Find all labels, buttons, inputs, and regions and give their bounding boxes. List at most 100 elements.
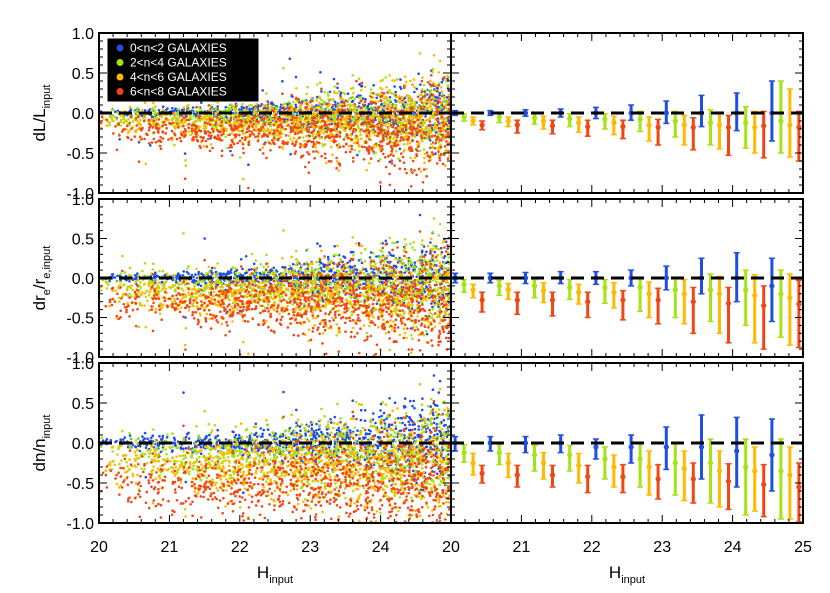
median-point [531, 115, 538, 121]
scatter-point [434, 104, 437, 107]
scatter-point [194, 279, 198, 283]
scatter-point [177, 272, 180, 275]
scatter-point [205, 145, 209, 148]
scatter-point [261, 109, 264, 112]
scatter-point [334, 278, 338, 281]
scatter-point [303, 262, 306, 266]
scatter-point [240, 125, 244, 128]
scatter-point [159, 115, 163, 118]
median-point [655, 124, 661, 130]
scatter-point [437, 153, 441, 157]
scatter-point [402, 143, 406, 146]
scatter-point [296, 97, 300, 101]
scatter-point [437, 122, 441, 125]
scatter-point [429, 88, 433, 92]
scatter-point [348, 117, 351, 121]
scatter-point [207, 104, 211, 107]
scatter-point [312, 116, 316, 119]
scatter-point [355, 79, 358, 83]
scatter-point [253, 275, 256, 279]
scatter-point [303, 165, 307, 169]
scatter-point [431, 305, 434, 309]
scatter-point [185, 118, 189, 122]
scatter-point [253, 110, 256, 113]
scatter-point [421, 249, 424, 253]
scatter-point [316, 111, 319, 114]
scatter-point [323, 124, 326, 127]
scatter-point [359, 137, 363, 140]
scatter-point [436, 113, 440, 116]
scatter-point [389, 153, 392, 157]
scatter-point [247, 163, 250, 166]
scatter-point [430, 134, 434, 138]
scatter-point [180, 134, 184, 137]
scatter-point [363, 85, 367, 89]
median-point [725, 124, 732, 130]
scatter-point [151, 126, 155, 129]
scatter-point [281, 80, 284, 83]
scatter-point [245, 107, 249, 110]
scatter-point [266, 107, 270, 110]
scatter-point [428, 120, 432, 123]
scatter-point [351, 160, 355, 163]
scatter-point [422, 148, 426, 151]
scatter-point [233, 113, 237, 116]
scatter-point [277, 117, 280, 120]
scatter-point [362, 129, 366, 133]
scatter-point [417, 108, 421, 111]
scatter-point [136, 119, 139, 123]
scatter-point [402, 116, 405, 119]
scatter-point [319, 126, 322, 130]
scatter-point [405, 171, 408, 175]
scatter-point [235, 127, 238, 131]
scatter-point [410, 128, 413, 132]
scatter-point [396, 124, 400, 128]
scatter-point [326, 126, 330, 130]
scatter-point [398, 127, 402, 130]
scatter-point [408, 103, 412, 106]
scatter-point [284, 115, 288, 118]
scatter-point [111, 273, 115, 276]
scatter-point [229, 149, 232, 153]
scatter-point [322, 108, 326, 112]
scatter-point [388, 96, 392, 99]
median-point [637, 116, 643, 122]
scatter-point [438, 97, 442, 100]
scatter-point [188, 116, 192, 119]
scatter-point [305, 92, 309, 96]
scatter-point [238, 156, 242, 159]
scatter-point [434, 141, 438, 145]
scatter-point [333, 126, 337, 129]
scatter-point [155, 111, 159, 115]
scatter-point [341, 260, 344, 264]
scatter-point [291, 140, 295, 143]
scatter-point [281, 265, 284, 269]
scatter-point [392, 264, 396, 268]
scatter-point [326, 119, 330, 122]
scatter-point [147, 129, 151, 132]
scatter-point [402, 98, 406, 101]
scatter-point [161, 105, 165, 108]
scatter-point [398, 117, 401, 121]
scatter-point [387, 122, 391, 126]
scatter-point [354, 116, 358, 120]
scatter-point [239, 273, 243, 277]
scatter-point [179, 139, 183, 143]
scatter-point [437, 132, 440, 136]
scatter-point [155, 116, 158, 120]
scatter-point [242, 287, 246, 291]
median-point [461, 114, 467, 120]
scatter-point [446, 157, 450, 160]
scatter-point [381, 133, 385, 137]
scatter-point [327, 160, 331, 163]
scatter-point [384, 239, 388, 243]
scatter-point [372, 101, 376, 104]
scatter-point [295, 140, 298, 144]
scatter-point [197, 105, 200, 109]
scatter-point [282, 127, 285, 131]
scatter-point [433, 146, 437, 150]
scatter-point [441, 93, 444, 96]
scatter-point [129, 115, 133, 119]
scatter-point [405, 131, 408, 135]
scatter-point [325, 102, 328, 106]
